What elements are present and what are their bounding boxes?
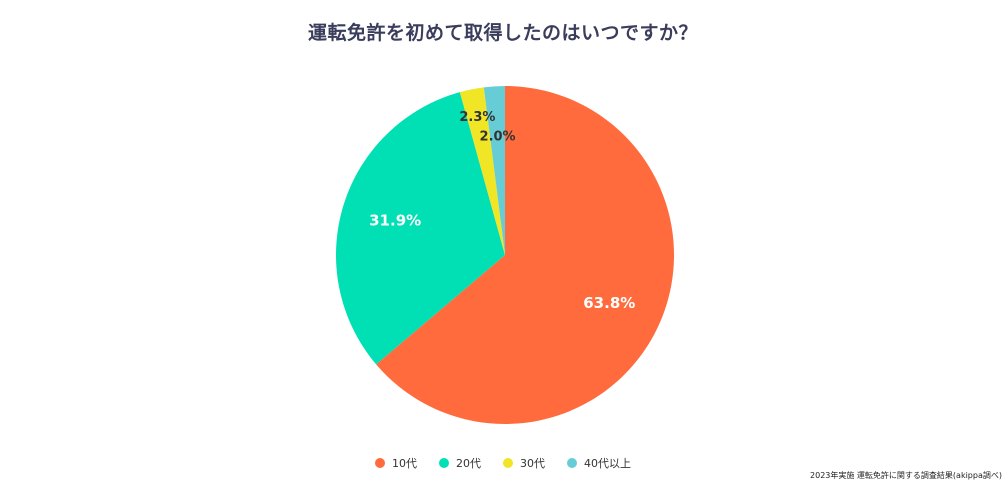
- legend-item-30s[interactable]: 30代: [503, 455, 545, 471]
- legend-swatch-icon: [567, 458, 577, 468]
- legend-item-10s[interactable]: 10代: [375, 455, 417, 471]
- legend-swatch-icon: [439, 458, 449, 468]
- source-note: 2023年実施 運転免許に関する調査結果(akippa調べ): [810, 471, 1002, 480]
- pie-label-30s: 2.3%: [459, 110, 495, 125]
- legend-item-20s[interactable]: 20代: [439, 455, 481, 471]
- legend-item-40s-plus[interactable]: 40代以上: [567, 455, 631, 471]
- pie-slice-10s: [376, 86, 675, 424]
- legend-label: 30代: [520, 457, 545, 470]
- legend-swatch-icon: [375, 458, 385, 468]
- pie-slices: [335, 86, 675, 424]
- pie-label-10s: 63.8%: [583, 294, 635, 312]
- pie-label-20s: 31.9%: [369, 212, 421, 230]
- legend-swatch-icon: [503, 458, 513, 468]
- legend-label: 20代: [456, 457, 481, 470]
- legend-label: 40代以上: [584, 457, 631, 470]
- pie-label-40s-plus: 2.0%: [480, 129, 516, 144]
- pie-slice-40s-plus: [483, 86, 505, 255]
- pie-slice-20s: [335, 92, 505, 365]
- chart-legend: 10代 20代 30代 40代以上: [0, 455, 1006, 471]
- chart-title: 運転免許を初めて取得したのはいつですか？: [307, 22, 698, 44]
- pie-slice-labels: 63.8% 31.9% 2.3% 2.0%: [369, 110, 635, 312]
- legend-label: 10代: [392, 457, 417, 470]
- pie-slice-30s: [459, 87, 505, 256]
